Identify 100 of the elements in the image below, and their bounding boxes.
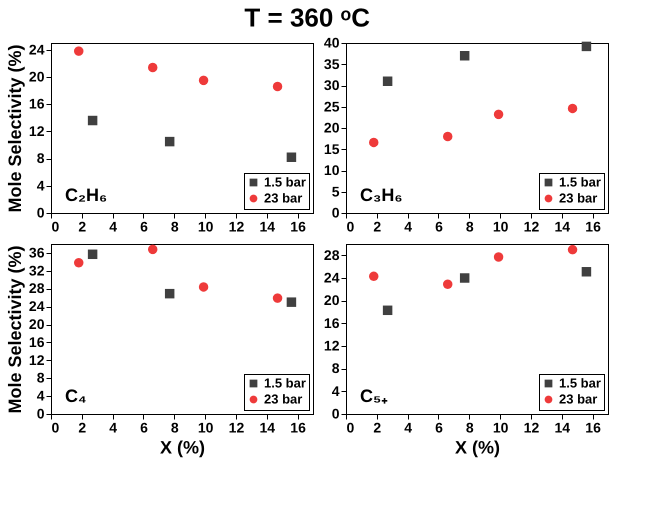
- legend-label: 23 bar: [264, 392, 302, 406]
- x-tick-label: 8: [170, 420, 179, 436]
- x-tick-label: 0: [52, 218, 60, 234]
- y-tick-label: 36: [28, 244, 45, 260]
- point: [164, 136, 174, 146]
- point: [286, 152, 296, 162]
- y-tick-label: 10: [324, 162, 340, 178]
- y-tick-label: 20: [28, 68, 45, 84]
- point: [582, 267, 592, 277]
- point: [198, 76, 208, 86]
- x-tick-label: 16: [585, 218, 602, 234]
- y-tick-label: 28: [28, 280, 45, 296]
- point: [442, 280, 452, 289]
- x-tick-label: 14: [554, 218, 570, 234]
- x-tick-label: 12: [228, 218, 244, 234]
- annotation: C₄: [65, 386, 87, 406]
- y-tick-label: 30: [324, 77, 340, 93]
- y-tick-label: 4: [36, 388, 45, 404]
- y-tick-label: 15: [324, 140, 340, 157]
- chart-title: T = 360 ᵒC: [244, 2, 370, 32]
- y-tick-label: 0: [36, 204, 45, 220]
- x-tick-label: 8: [466, 420, 474, 436]
- y-tick-label: 0: [36, 406, 45, 422]
- point: [164, 288, 174, 298]
- y-tick-label: 20: [28, 316, 45, 332]
- x-tick-label: 2: [373, 420, 382, 436]
- x-tick-label: 4: [109, 218, 118, 234]
- x-tick-label: 14: [259, 218, 276, 234]
- x-tick-label: 16: [290, 420, 306, 436]
- legend-label: 23 bar: [559, 190, 598, 206]
- y-axis-title: Mole Selectivity (%): [4, 44, 25, 213]
- x-tick-label: 6: [140, 218, 148, 234]
- x-axis-title: X (%): [160, 438, 206, 458]
- legend-label: 1.5 bar: [559, 174, 601, 190]
- y-tick-label: 25: [324, 98, 340, 114]
- y-tick-label: 24: [324, 270, 340, 286]
- point: [460, 273, 470, 283]
- x-tick-label: 14: [554, 420, 570, 436]
- point: [74, 46, 84, 56]
- annotation: C₃H₆: [360, 185, 402, 205]
- point: [88, 116, 98, 126]
- y-tick-label: 20: [324, 292, 340, 308]
- y-tick-label: 16: [28, 334, 45, 350]
- x-tick-label: 6: [435, 218, 444, 234]
- y-tick-label: 8: [36, 370, 45, 386]
- y-tick-label: 40: [324, 34, 340, 50]
- x-tick-label: 2: [373, 218, 382, 234]
- x-tick-label: 12: [228, 420, 244, 436]
- y-tick-label: 28: [324, 246, 340, 263]
- point: [148, 62, 158, 72]
- point: [286, 297, 296, 307]
- legend-label: 23 bar: [264, 190, 302, 206]
- y-tick-label: 16: [28, 96, 45, 112]
- y-axis-title: Mole Selectivity (%): [4, 245, 25, 414]
- x-tick-label: 16: [585, 420, 602, 436]
- x-tick-label: 4: [404, 420, 412, 436]
- y-tick-label: 0: [332, 406, 340, 422]
- x-tick-label: 0: [346, 420, 354, 436]
- y-tick-label: 12: [324, 338, 340, 354]
- legend-label: 1.5 bar: [264, 376, 306, 390]
- x-tick-label: 2: [78, 420, 86, 436]
- x-tick-label: 12: [524, 420, 540, 436]
- x-tick-label: 4: [109, 420, 118, 436]
- point: [198, 282, 208, 292]
- point: [88, 250, 98, 260]
- point: [382, 306, 392, 316]
- y-tick-label: 8: [36, 150, 45, 166]
- point: [460, 51, 470, 60]
- point: [272, 82, 282, 92]
- legend-label: 23 bar: [559, 392, 598, 406]
- annotation: C₂H₆: [65, 185, 108, 205]
- point: [494, 252, 504, 262]
- y-tick-label: 12: [28, 122, 45, 139]
- x-tick-label: 2: [78, 218, 86, 234]
- x-tick-label: 4: [404, 218, 412, 234]
- point: [568, 244, 578, 254]
- y-tick-label: 4: [332, 382, 340, 399]
- x-tick-label: 12: [524, 218, 540, 234]
- x-tick-label: 10: [198, 218, 214, 234]
- y-tick-label: 32: [28, 262, 45, 278]
- point: [582, 42, 592, 52]
- y-tick-label: 4: [36, 177, 45, 194]
- x-tick-label: 6: [140, 420, 148, 436]
- annotation: C₅₊: [360, 386, 388, 406]
- y-tick-label: 35: [324, 56, 340, 72]
- point: [272, 293, 282, 303]
- y-tick-label: 24: [28, 298, 45, 314]
- legend-label: 1.5 bar: [264, 174, 306, 190]
- x-tick-label: 10: [492, 420, 509, 436]
- x-tick-label: 16: [290, 218, 306, 234]
- y-tick-label: 16: [324, 314, 340, 331]
- legend-label: 1.5 bar: [559, 376, 601, 390]
- x-tick-label: 8: [170, 218, 179, 234]
- x-tick-label: 8: [466, 218, 474, 234]
- x-tick-label: 0: [346, 218, 354, 234]
- x-axis-title: X (%): [455, 438, 500, 458]
- y-tick-label: 20: [324, 120, 340, 136]
- point: [74, 258, 84, 268]
- y-tick-label: 24: [28, 41, 45, 58]
- y-tick-label: 12: [28, 352, 45, 368]
